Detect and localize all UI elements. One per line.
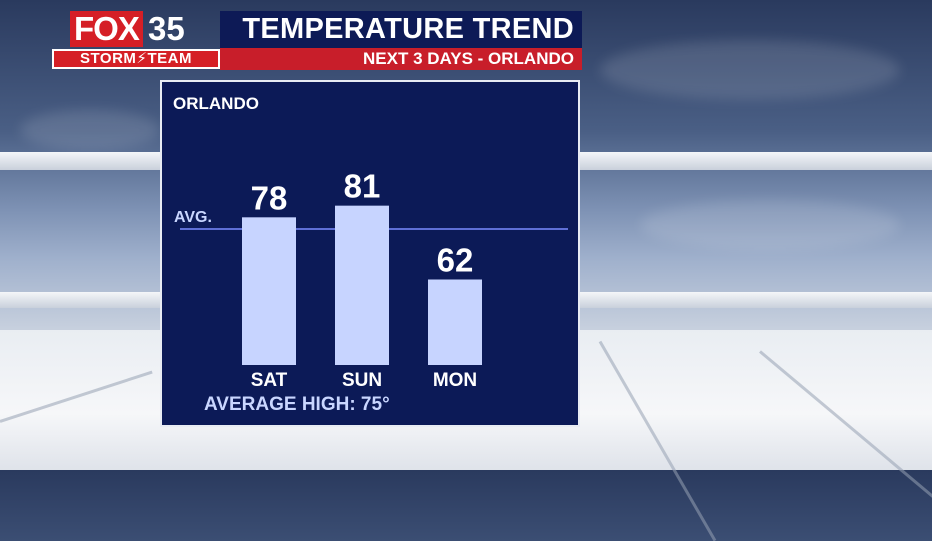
average-label: AVG. bbox=[174, 209, 212, 226]
average-high-footer: AVERAGE HIGH: 75° bbox=[204, 394, 390, 415]
temperature-bar-chart: AVG. 78 SAT 81 SUN 62 MON bbox=[174, 168, 568, 391]
category-label-sat: SAT bbox=[251, 370, 288, 391]
cloud-streak bbox=[600, 40, 900, 100]
station-logo: FOX 35 STORM⚡TEAM bbox=[52, 11, 220, 70]
logo-brand: FOX bbox=[70, 11, 143, 47]
chart-panel: ORLANDO AVG. 78 SAT 81 SUN 62 MON AVERAGE HIGH… bbox=[160, 80, 580, 427]
graphic-subtitle: NEXT 3 DAYS - ORLANDO bbox=[220, 48, 582, 70]
data-label-sat: 78 bbox=[251, 179, 288, 216]
bar-sun bbox=[335, 205, 389, 365]
bar-sat bbox=[242, 217, 296, 365]
bar-mon bbox=[428, 279, 482, 365]
category-label-mon: MON bbox=[433, 370, 477, 391]
cloud-streak bbox=[640, 200, 900, 250]
location-label: ORLANDO bbox=[173, 94, 259, 113]
logo-channel-number: 35 bbox=[148, 10, 185, 47]
data-label-mon: 62 bbox=[437, 242, 474, 279]
category-label-sun: SUN bbox=[342, 370, 382, 391]
logo-team-label: STORM⚡TEAM bbox=[52, 49, 220, 69]
data-label-sun: 81 bbox=[344, 168, 381, 205]
cloud-streak bbox=[20, 110, 160, 150]
graphic-title: TEMPERATURE TREND bbox=[220, 11, 582, 48]
